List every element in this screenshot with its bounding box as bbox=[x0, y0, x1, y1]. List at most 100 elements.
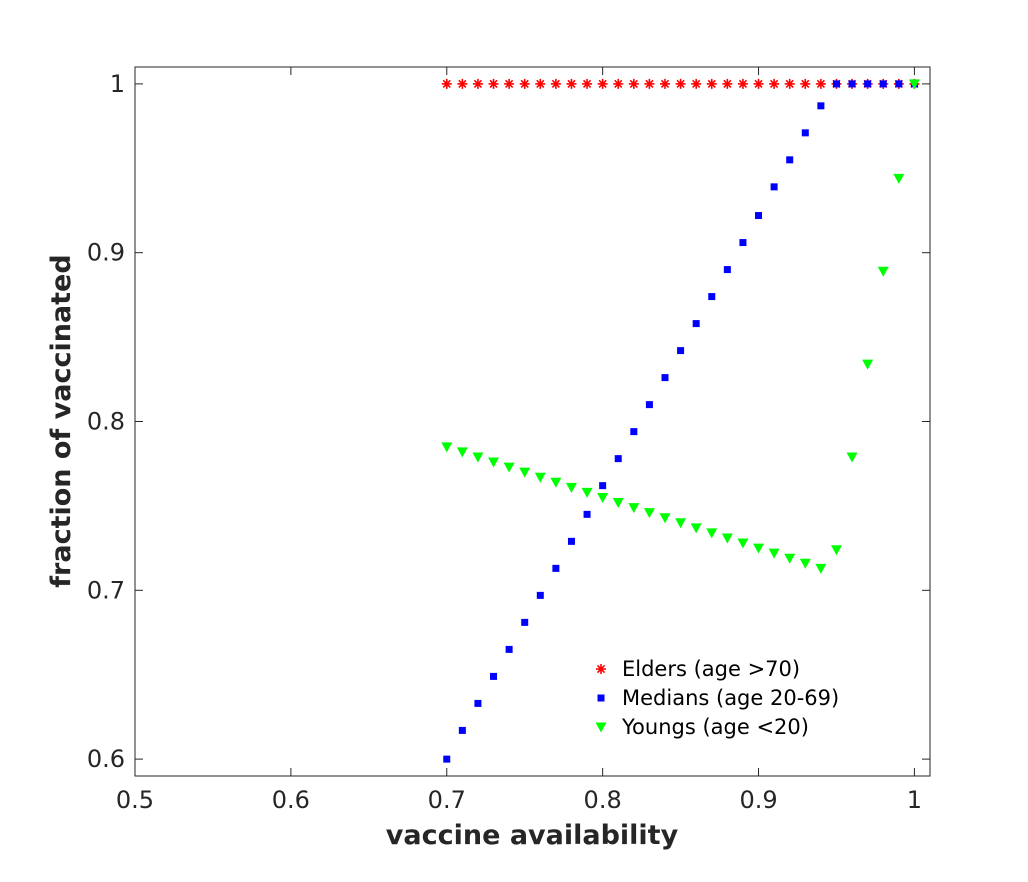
data-point bbox=[583, 510, 591, 518]
data-point bbox=[722, 78, 733, 89]
data-point bbox=[443, 755, 451, 763]
data-point bbox=[706, 528, 718, 539]
data-point bbox=[519, 78, 530, 89]
data-point bbox=[582, 78, 593, 89]
legend-item: Elders (age >70) bbox=[596, 657, 800, 681]
data-point bbox=[770, 183, 778, 191]
x-tick-label: 0.8 bbox=[584, 786, 622, 814]
data-point bbox=[628, 78, 639, 89]
data-point bbox=[472, 78, 483, 89]
data-point bbox=[706, 78, 717, 89]
y-tick-label: 0.8 bbox=[87, 408, 125, 436]
data-point bbox=[675, 78, 686, 89]
y-axis-label: fraction of vaccinated bbox=[46, 254, 77, 587]
data-point bbox=[817, 102, 825, 110]
data-point bbox=[660, 78, 670, 89]
legend-marker bbox=[596, 664, 606, 674]
y-tick-label: 0.7 bbox=[87, 576, 125, 604]
data-point bbox=[691, 78, 702, 89]
data-point bbox=[690, 523, 702, 534]
data-point bbox=[784, 553, 796, 564]
x-tick-label: 0.5 bbox=[116, 786, 154, 814]
data-point bbox=[505, 645, 513, 653]
legend-item: Youngs (age <20) bbox=[595, 715, 809, 739]
data-point bbox=[567, 537, 575, 545]
data-point bbox=[566, 78, 577, 89]
data-point bbox=[630, 428, 638, 436]
data-point bbox=[504, 78, 515, 89]
data-point bbox=[643, 508, 655, 519]
data-point bbox=[441, 78, 452, 89]
data-point bbox=[550, 477, 562, 488]
data-point bbox=[565, 482, 577, 493]
data-point bbox=[472, 452, 484, 463]
y-axis: 0.6 0.7 0.8 0.9 1 bbox=[87, 70, 930, 773]
data-point bbox=[659, 513, 671, 524]
x-axis: 0.5 0.6 0.7 0.8 0.9 1 bbox=[116, 67, 922, 814]
data-point bbox=[474, 699, 482, 707]
data-point bbox=[488, 457, 500, 468]
data-point bbox=[862, 359, 874, 370]
data-point bbox=[597, 78, 608, 89]
data-point bbox=[534, 472, 546, 483]
plot-area bbox=[134, 66, 931, 777]
data-point bbox=[721, 533, 733, 544]
y-tick-label: 0.6 bbox=[87, 745, 125, 773]
data-point bbox=[753, 78, 764, 89]
data-point bbox=[519, 467, 531, 478]
data-point bbox=[755, 212, 763, 220]
data-point bbox=[864, 80, 872, 88]
data-point bbox=[753, 543, 765, 554]
legend-label: Youngs (age <20) bbox=[621, 715, 809, 739]
data-point bbox=[846, 452, 858, 463]
data-point bbox=[458, 726, 466, 734]
x-tick-label: 0.6 bbox=[272, 786, 310, 814]
data-point bbox=[490, 672, 498, 680]
data-point bbox=[692, 320, 700, 328]
data-point bbox=[644, 78, 655, 89]
data-point bbox=[599, 482, 607, 490]
data-point bbox=[723, 266, 731, 274]
data-point bbox=[536, 591, 544, 599]
data-point bbox=[784, 78, 795, 89]
x-tick-label: 0.9 bbox=[739, 786, 777, 814]
data-point bbox=[645, 401, 653, 409]
data-point bbox=[737, 538, 749, 549]
data-point bbox=[739, 239, 747, 247]
data-point bbox=[612, 498, 624, 509]
data-point bbox=[614, 455, 622, 463]
data-point bbox=[737, 78, 748, 89]
legend: Elders (age >70) Medians (age 20-69) Young… bbox=[595, 657, 839, 739]
series-0 bbox=[441, 78, 920, 89]
data-point bbox=[908, 79, 920, 90]
data-point bbox=[815, 78, 826, 89]
data-point bbox=[877, 266, 889, 277]
legend-marker bbox=[597, 694, 605, 702]
data-point bbox=[799, 558, 811, 569]
data-point bbox=[597, 492, 609, 503]
x-axis-label: vaccine availability bbox=[386, 820, 679, 851]
data-point bbox=[550, 78, 561, 89]
legend-label: Elders (age >70) bbox=[622, 657, 800, 681]
data-point bbox=[521, 618, 529, 626]
data-point bbox=[457, 78, 468, 89]
data-point bbox=[456, 447, 468, 458]
data-point bbox=[786, 156, 794, 164]
data-point bbox=[895, 80, 903, 88]
y-tick-label: 1 bbox=[110, 70, 125, 98]
data-point bbox=[628, 503, 640, 514]
legend-item: Medians (age 20-69) bbox=[597, 686, 839, 710]
data-point bbox=[830, 545, 842, 556]
data-point bbox=[503, 462, 515, 473]
data-point bbox=[441, 442, 453, 453]
data-point bbox=[613, 78, 624, 89]
data-point bbox=[488, 78, 499, 89]
data-point bbox=[675, 518, 687, 529]
data-point bbox=[677, 347, 685, 355]
data-point bbox=[769, 78, 780, 89]
data-point bbox=[893, 173, 905, 184]
data-point bbox=[535, 78, 546, 89]
legend-label: Medians (age 20-69) bbox=[622, 686, 839, 710]
legend-marker bbox=[595, 722, 607, 733]
